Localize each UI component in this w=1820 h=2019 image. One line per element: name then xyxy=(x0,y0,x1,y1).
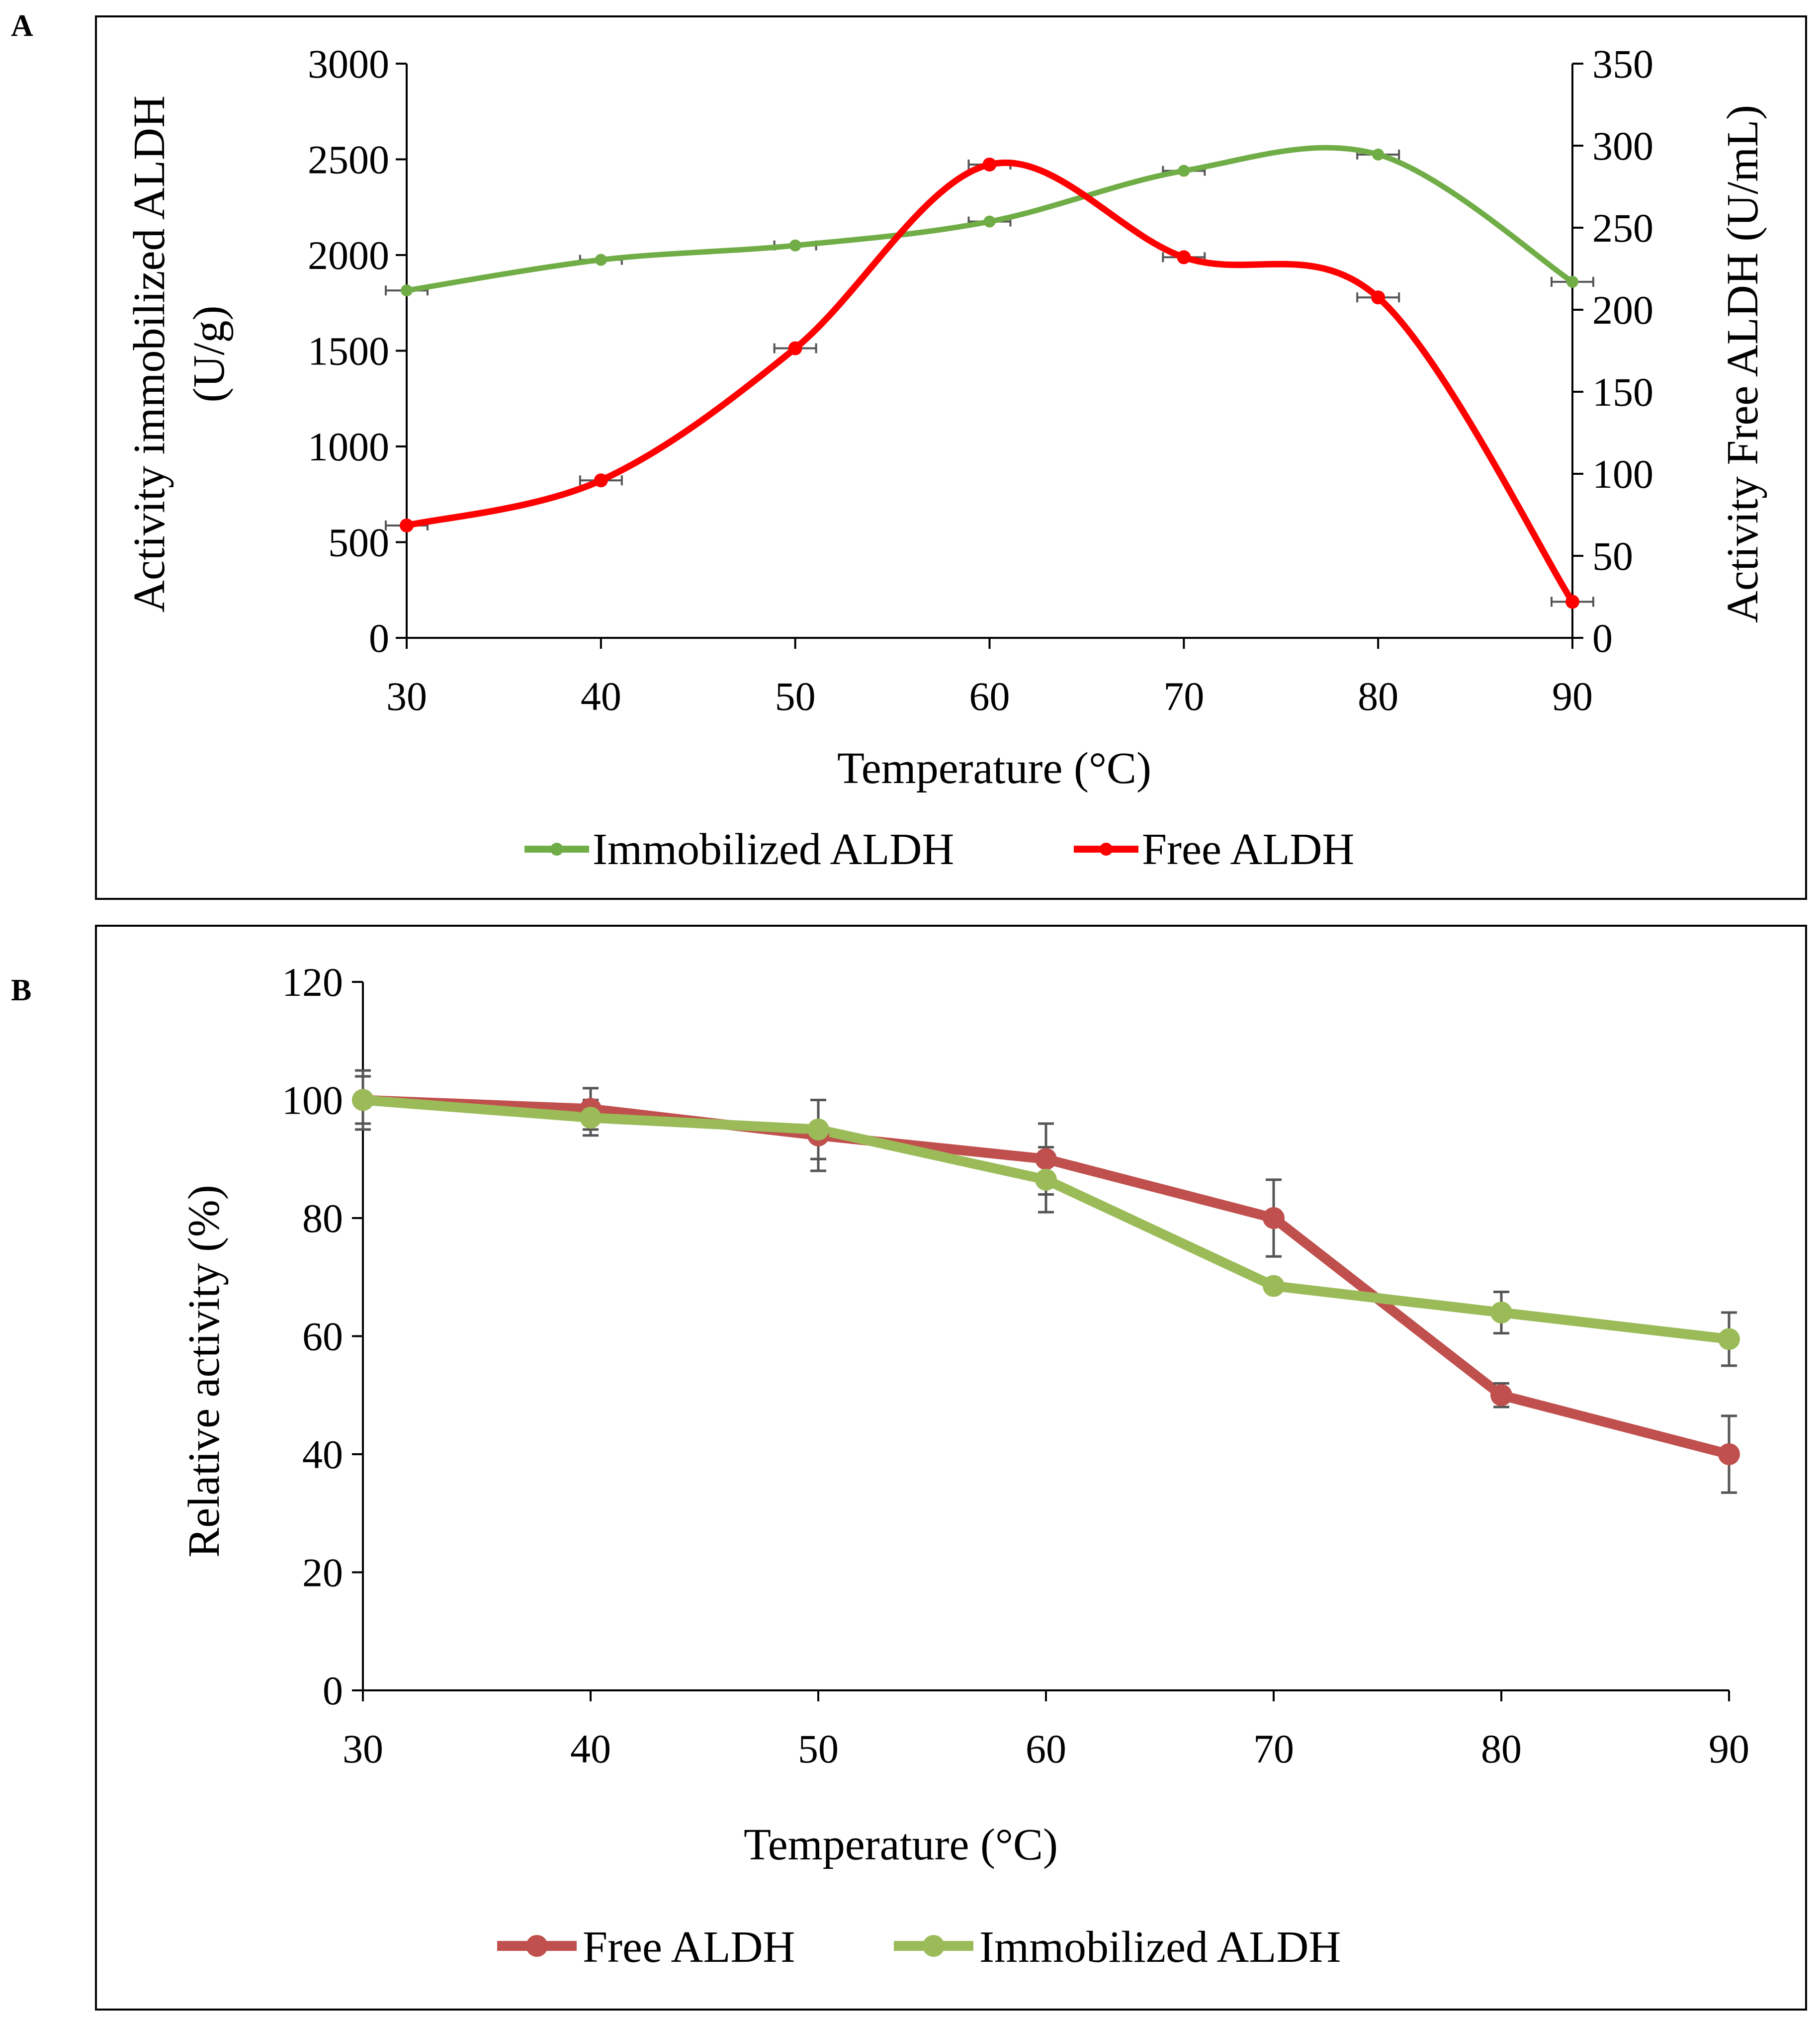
legend-a-immobilized-marker xyxy=(550,843,563,856)
panel-a-label: A xyxy=(11,9,33,43)
chart-a-immobilized-point xyxy=(789,239,801,252)
chart-b-immobilized-point xyxy=(1263,1275,1285,1297)
legend-b-immobilized-marker xyxy=(923,1935,945,1957)
chart-b-axes xyxy=(352,981,1730,1701)
chart-a-free-point xyxy=(1177,250,1191,264)
chart-a-immobilized-point xyxy=(1566,275,1578,288)
panel-b-label: B xyxy=(11,973,31,1007)
chart-b-free-point xyxy=(1035,1148,1057,1170)
chart-a-right-tick-label: 0 xyxy=(1592,615,1613,661)
chart-a-immobilized-point xyxy=(1178,165,1190,177)
chart-b-x-tick-label: 90 xyxy=(1709,1726,1749,1771)
chart-b-free-point xyxy=(1718,1443,1740,1465)
chart-b-free-point xyxy=(1263,1207,1285,1229)
chart-b-immobilized-point xyxy=(352,1089,374,1111)
panel-b-frame xyxy=(95,925,1807,2011)
chart-b-immobilized-point xyxy=(1035,1168,1057,1191)
chart-a: 0 500 1000 1500 2000 2500 3000 0 50 100 150 200 250 3… xyxy=(125,41,1767,874)
chart-a-immobilized-point xyxy=(595,254,607,266)
chart-a-left-tick-label: 1500 xyxy=(308,329,389,374)
chart-a-right-tick-label: 150 xyxy=(1592,369,1653,415)
chart-a-x-tick-label: 60 xyxy=(969,674,1010,719)
legend-b-free-marker xyxy=(526,1935,548,1957)
chart-a-right-tick-label: 250 xyxy=(1592,205,1653,251)
chart-b-x-tick-label: 40 xyxy=(570,1726,611,1771)
chart-a-tick-labels: 0 500 1000 1500 2000 2500 3000 0 50 100 150 200 250 3… xyxy=(308,41,1653,719)
chart-b-x-tick-label: 70 xyxy=(1253,1726,1294,1771)
chart-a-right-axis-title: Activity Free ALDH (U/mL) xyxy=(1718,105,1767,623)
chart-a-free-point xyxy=(982,157,997,172)
chart-b-x-tick-label: 50 xyxy=(798,1726,839,1771)
chart-a-legend: Immobilized ALDH Free ALDH xyxy=(524,825,1354,874)
chart-a-free-line xyxy=(403,159,1576,605)
chart-b-points xyxy=(352,1089,1740,1465)
chart-b-y-tick-label: 60 xyxy=(302,1314,343,1359)
chart-a-left-axis-title-line2: (U/g) xyxy=(184,306,234,403)
chart-a-right-tick-label: 100 xyxy=(1592,451,1653,497)
chart-b-y-axis-title: Relative activity (%) xyxy=(179,1185,229,1558)
legend-a-immobilized-label: Immobilized ALDH xyxy=(593,825,954,874)
chart-b-y-tick-label: 120 xyxy=(282,960,343,1005)
chart-b-y-tick-label: 20 xyxy=(302,1550,343,1595)
panel-a-frame xyxy=(95,15,1807,900)
chart-b-y-tick-label: 80 xyxy=(302,1196,343,1241)
chart-b-y-tick-label: 0 xyxy=(323,1668,343,1713)
chart-a-left-tick-label: 2000 xyxy=(308,233,389,278)
chart-a-left-tick-label: 1000 xyxy=(308,424,389,469)
chart-b-x-tick-label: 30 xyxy=(343,1726,383,1771)
chart-a-axes xyxy=(396,63,1583,649)
chart-b-x-tick-label: 80 xyxy=(1481,1726,1522,1771)
chart-a-x-tick-label: 30 xyxy=(386,674,427,719)
chart-a-free-point xyxy=(1371,290,1386,305)
chart-a-x-tick-label: 40 xyxy=(581,674,621,719)
chart-a-left-tick-label: 2500 xyxy=(308,137,389,182)
legend-a-free-label: Free ALDH xyxy=(1142,825,1354,874)
chart-b-tick-labels: 0 20 40 60 80 100 120 30 40 50 60 70 80 90 xyxy=(282,960,1749,1771)
legend-b-immobilized-label: Immobilized ALDH xyxy=(979,1923,1341,1972)
chart-a-free-point xyxy=(1565,595,1579,609)
chart-a-left-tick-label: 0 xyxy=(369,615,389,661)
chart-a-x-tick-label: 80 xyxy=(1358,674,1398,719)
chart-b-immobilized-point xyxy=(580,1107,602,1129)
chart-a-right-tick-label: 50 xyxy=(1592,533,1633,579)
chart-a-immobilized-point xyxy=(1372,148,1385,161)
chart-b-x-axis-title: Temperature (°C) xyxy=(744,1820,1058,1869)
legend-a-free-marker xyxy=(1100,843,1113,856)
chart-b-y-tick-label: 40 xyxy=(302,1432,343,1477)
chart-b-legend: Free ALDH Immobilized ALDH xyxy=(497,1923,1341,1972)
chart-a-immobilized-point xyxy=(401,284,413,297)
chart-a-x-tick-label: 70 xyxy=(1163,674,1204,719)
chart-a-left-tick-label: 500 xyxy=(328,520,389,565)
chart-b: 0 20 40 60 80 100 120 30 40 50 60 70 80 90 Temperatur… xyxy=(179,960,1749,1972)
chart-a-points xyxy=(400,148,1579,609)
chart-a-free-point xyxy=(594,473,608,488)
chart-a-x-tick-label: 50 xyxy=(775,674,816,719)
chart-a-free-point xyxy=(400,518,414,532)
chart-a-x-tick-label: 90 xyxy=(1552,674,1593,719)
chart-b-x-tick-label: 60 xyxy=(1026,1726,1066,1771)
chart-a-immobilized-point xyxy=(983,215,996,228)
chart-a-right-tick-label: 300 xyxy=(1592,123,1653,169)
chart-a-right-tick-label: 350 xyxy=(1592,41,1653,87)
chart-a-left-tick-label: 3000 xyxy=(308,41,389,87)
chart-b-y-tick-label: 100 xyxy=(282,1078,343,1123)
chart-a-left-axis-title-line1: Activity immobilized ALDH xyxy=(125,95,174,613)
legend-b-free-label: Free ALDH xyxy=(583,1923,795,1972)
chart-b-immobilized-point xyxy=(1718,1328,1740,1350)
chart-a-free-point xyxy=(788,341,802,355)
chart-b-error-bars xyxy=(355,1069,1737,1494)
chart-a-x-axis-title: Temperature (°C) xyxy=(837,744,1151,793)
chart-b-immobilized-point xyxy=(807,1118,829,1141)
chart-b-immobilized-point xyxy=(1490,1302,1512,1323)
chart-b-free-point xyxy=(1490,1384,1512,1406)
chart-a-right-tick-label: 200 xyxy=(1592,287,1653,333)
